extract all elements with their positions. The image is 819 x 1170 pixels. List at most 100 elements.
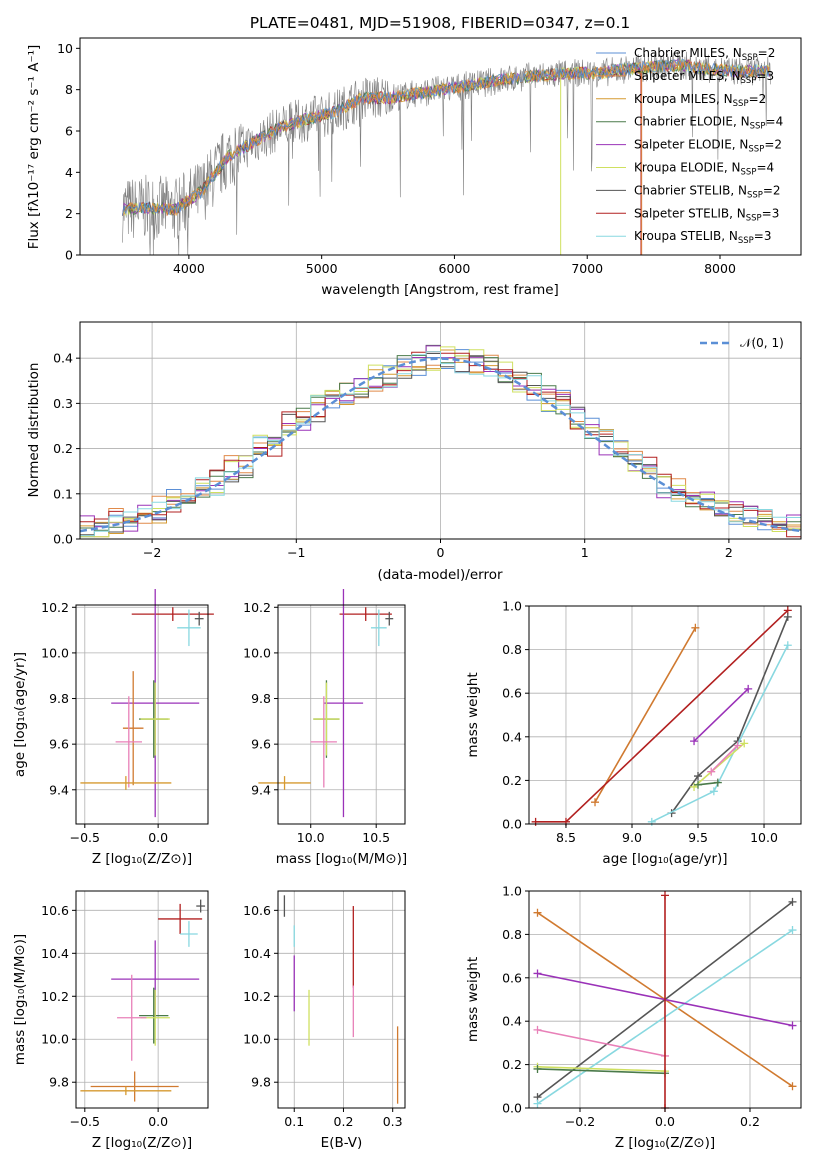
age_mass-xtick-label: 10.0: [297, 830, 325, 845]
mw_z-ytick-label: 0.0: [502, 1101, 522, 1116]
spectrum-plot-area: [122, 51, 771, 256]
legend-value: =3: [756, 69, 774, 83]
legend-text: Chabrier ELODIE, N: [634, 115, 750, 129]
histogram-ytick-label: 0.1: [53, 486, 73, 501]
mass_ebv-grid: [278, 891, 405, 1108]
mass_z-ytick-label: 10.6: [41, 903, 69, 918]
mw_z-marker-k_stelib: [788, 926, 797, 935]
mw_age-marker-orange: [691, 623, 700, 632]
age_mass-ytick-label: 9.6: [251, 737, 271, 752]
mass_ebv-panel: 0.1 0.2 0.3 9.8 10.0 10.2 10.4 10.6 E(B-V): [243, 890, 406, 1151]
histogram-xtick-label: 1: [581, 545, 589, 560]
mw_z-xtick-label: 0.0: [655, 1114, 675, 1129]
mass_ebv-ytick-label: 10.0: [243, 1032, 271, 1047]
mw_age-line-orange: [594, 627, 697, 803]
mass_z-ytick-label: 10.0: [41, 1032, 69, 1047]
spectrum-ytick-label: 2: [65, 206, 73, 221]
legend-text: Salpeter MILES, N: [634, 69, 741, 83]
age_z-ylabel: age [log₁₀(age/yr)]: [12, 652, 28, 777]
age_mass-xtick-label: 10.5: [362, 830, 390, 845]
mw_age-line-s_elodie: [693, 688, 749, 742]
age_mass-ytick-label: 9.4: [251, 782, 271, 797]
histogram-xtick-label: −1: [287, 545, 305, 560]
mw_z-marker-pink: [533, 1025, 542, 1034]
histogram-xtick-label: −2: [143, 545, 161, 560]
age_z-xlabel: Z [log₁₀(Z/Z⊙)]: [92, 851, 192, 867]
legend-value: =3: [762, 206, 780, 220]
legend-entry-s_elodie: Salpeter ELODIE, NSSP=2: [634, 138, 782, 155]
legend-value: =2: [758, 46, 776, 60]
age_mass-ytick-label: 9.8: [251, 691, 271, 706]
mw_z-xtick-label: 0.2: [740, 1114, 760, 1129]
histogram-ytick-label: 0.0: [53, 532, 73, 547]
mw_z-ylabel: mass weight: [465, 957, 481, 1042]
mw_z-xlabel: Z [log₁₀(Z/Z⊙)]: [615, 1135, 715, 1151]
mw_z-marker-s_elodie: [533, 969, 542, 978]
legend-text: Chabrier MILES, N: [634, 46, 742, 60]
age_z-axes-frame: [75, 604, 209, 825]
mw_z-line-c_elodie: [537, 1068, 666, 1075]
legend-entry-k_elodie: Kroupa ELODIE, NSSP=4: [634, 161, 774, 178]
mw_age-line-k_stelib: [651, 644, 789, 823]
mw_age-xlabel: age [log₁₀(age/yr)]: [602, 851, 727, 867]
spectrum-ytick-label: 8: [65, 82, 73, 97]
mass_ebv-ytick-label: 9.8: [251, 1075, 271, 1090]
spectrum-xlabel: wavelength [Angstrom, rest frame]: [321, 282, 559, 298]
histogram-steps: [80, 344, 801, 538]
legend-subscript: SSP: [750, 122, 766, 132]
age_z-marks: [80, 589, 214, 818]
histogram-xtick-label: 0: [437, 545, 445, 560]
mass_ebv-xtick-label: 0.3: [383, 1114, 403, 1129]
mw_z-ytick-label: 0.4: [502, 1014, 522, 1029]
histogram-panel: −2 −1 0 1 2 0.0 0.1 0.2 0.3 0.4 (data-model)/erro…: [26, 321, 802, 583]
histogram-ytick-label: 0.3: [53, 396, 73, 411]
legend-text: Kroupa ELODIE, N: [634, 161, 741, 175]
mw_age-marker-c_elodie: [713, 778, 722, 787]
mw_age-xtick-label: 9.0: [622, 830, 642, 845]
spectrum-ytick-label: 4: [65, 165, 73, 180]
mw_age-marker-s_stelib: [531, 817, 540, 826]
mw_z-marker-orange: [533, 908, 542, 917]
spectrum-axes-frame: [79, 37, 802, 256]
legend-entry-k_miles: Kroupa MILES, NSSP=2: [634, 92, 766, 109]
age_z-ytick-label: 9.6: [49, 737, 69, 752]
mw_age-axes-frame: [528, 605, 802, 825]
mw_age-marker-pink: [733, 741, 742, 750]
mw_age-marker-k_stelib: [647, 817, 656, 826]
mass_z-ytick-label: 9.8: [49, 1075, 69, 1090]
histogram-xlabel: (data-model)/error: [377, 567, 503, 583]
small-panels: −0.5 0.0 9.4 9.6 9.8 10.0 10.2 Z [log₁₀(Z/Z⊙)] a…: [12, 589, 802, 1151]
mw_z-ytick-label: 0.6: [502, 970, 522, 985]
mw_age-ytick-label: 0.2: [502, 773, 522, 788]
mw_z-line-pink: [537, 1029, 666, 1057]
mw_age-marker-c_stelib: [783, 612, 792, 621]
legend-subscript: SSP: [747, 190, 763, 200]
histogram-ytick-label: 0.4: [53, 351, 73, 366]
mw_z-ytick-label: 0.8: [502, 927, 522, 942]
mw_age-marker-k_elodie: [740, 739, 749, 748]
age_z-panel: −0.5 0.0 9.4 9.6 9.8 10.0 10.2 Z [log₁₀(Z/Z⊙)] a…: [12, 589, 214, 867]
age_z-xtick-label: 0.0: [148, 830, 168, 845]
age_z-xtick-label: −0.5: [70, 830, 100, 845]
mw_z-marks: [533, 891, 797, 1112]
spectrum-ytick-label: 6: [65, 124, 73, 139]
mw_age-panel: 8.5 9.0 9.5 10.0 0.0 0.2 0.4 0.6 0.8 1.0 age [log₁…: [465, 599, 802, 867]
mass_ebv-ytick-label: 10.2: [243, 989, 271, 1004]
mw_age-ytick-label: 0.6: [502, 686, 522, 701]
histogram-legend-label: 𝒩(0, 1): [740, 336, 784, 350]
spectrum-xtick-label: 5000: [306, 261, 338, 276]
mw_z-xtick-label: −0.2: [565, 1114, 595, 1129]
legend-value: =4: [766, 115, 784, 129]
age_z-ytick-label: 10.2: [41, 600, 69, 615]
legend-entry-c_elodie: Chabrier ELODIE, NSSP=4: [634, 115, 783, 132]
mw_z-marker-k_stelib: [533, 1099, 542, 1108]
legend-subscript: SSP: [741, 76, 757, 86]
mass_z-axes-frame: [75, 890, 209, 1109]
mw_age-ytick-label: 0.8: [502, 642, 522, 657]
legend-text: Salpeter ELODIE, N: [634, 138, 748, 152]
mw_age-marker-s_elodie: [690, 737, 699, 746]
mass_ebv-ytick-label: 10.6: [243, 903, 271, 918]
legend-entry-c_stelib: Chabrier STELIB, NSSP=2: [634, 183, 781, 200]
spectrum-xtick-label: 6000: [439, 261, 471, 276]
